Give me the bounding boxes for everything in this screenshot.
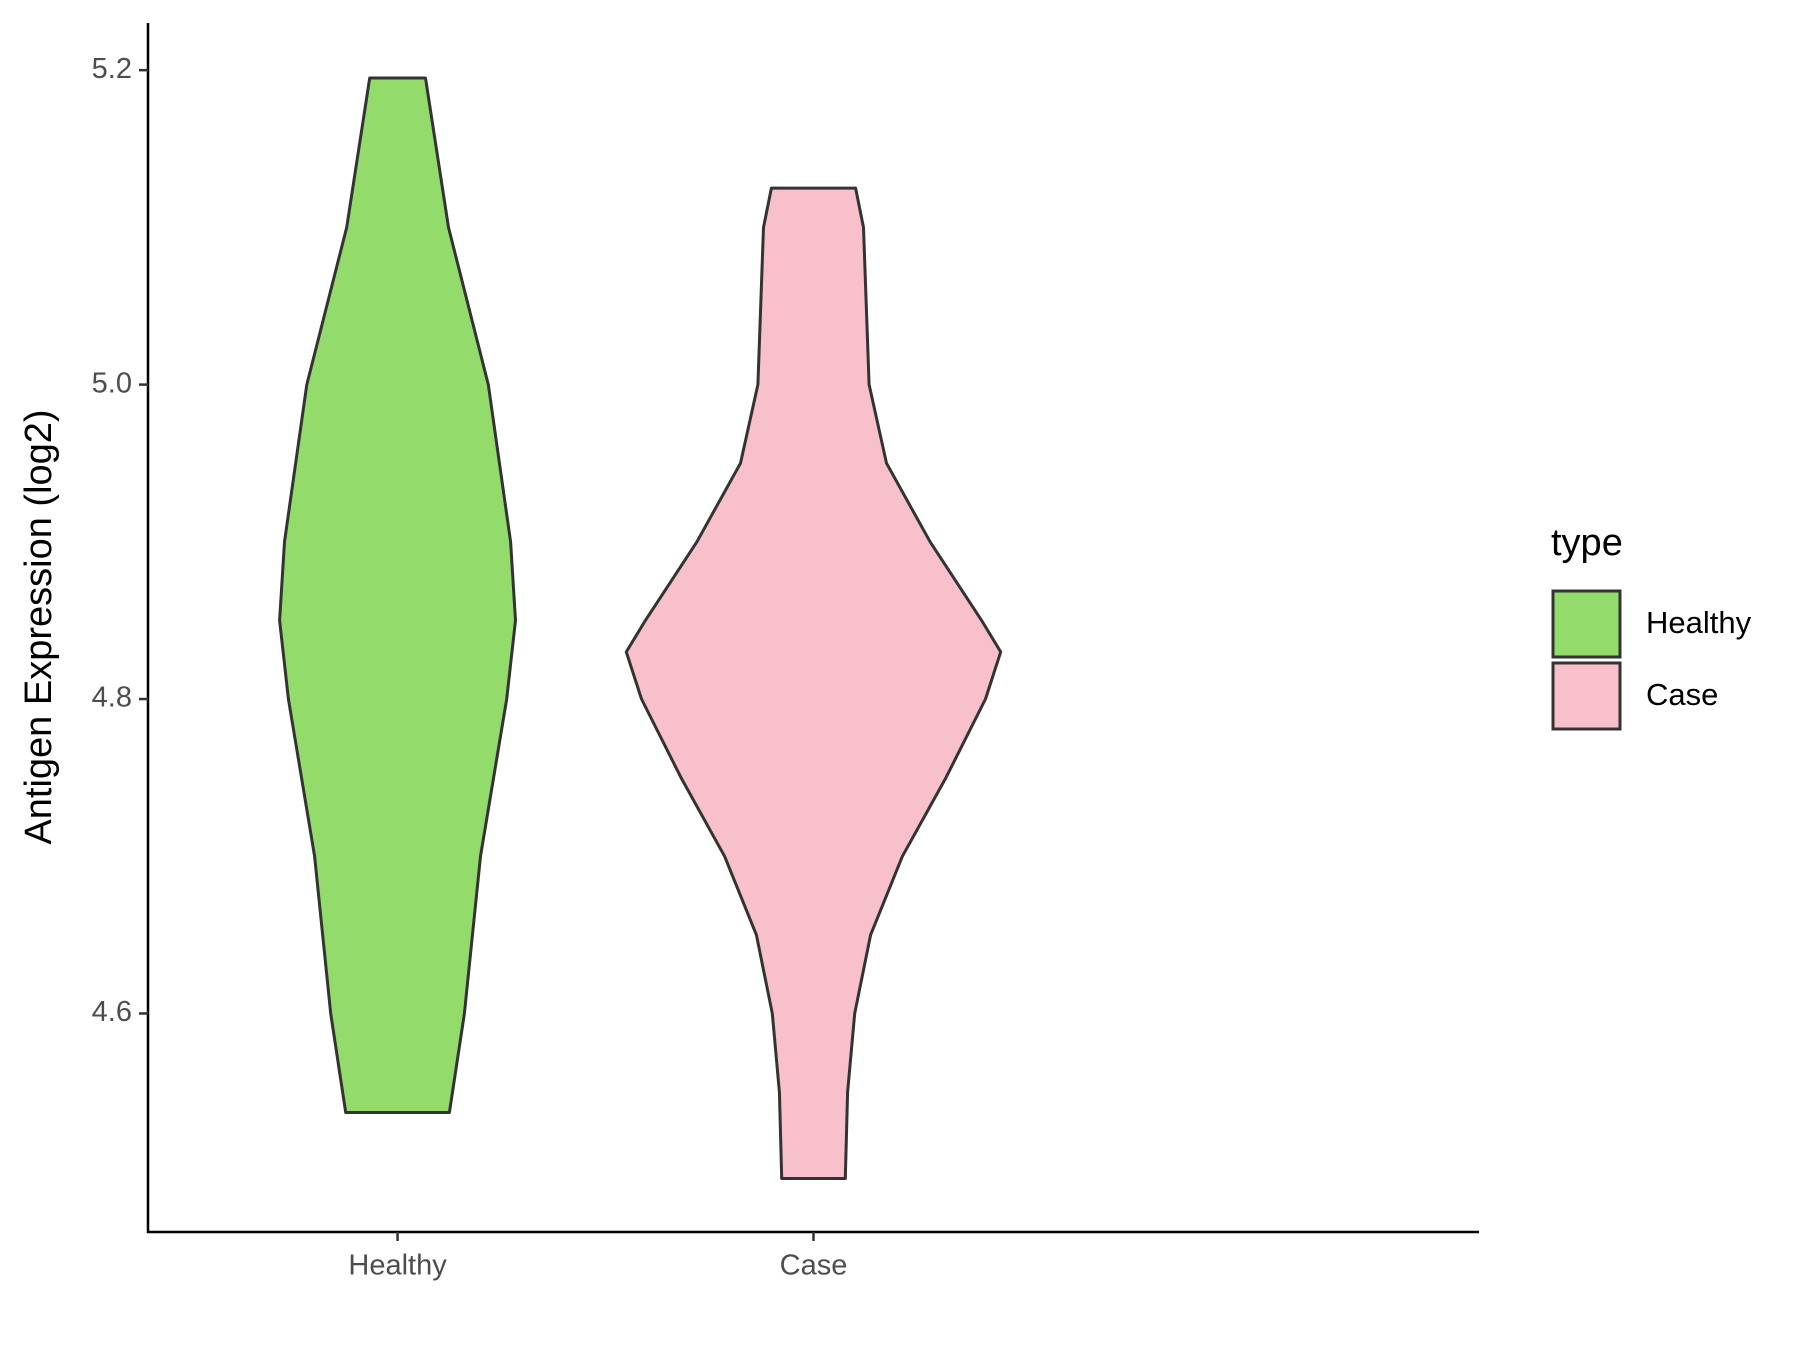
y-tick-label: 4.6 bbox=[92, 996, 132, 1028]
legend-title: type bbox=[1551, 522, 1623, 564]
y-axis-title: Antigen Expression (log2) bbox=[18, 409, 60, 844]
legend-key bbox=[1551, 589, 1622, 659]
x-tick-label: Case bbox=[780, 1250, 848, 1282]
y-tick-label: 5.0 bbox=[92, 367, 132, 399]
legend-key bbox=[1551, 661, 1622, 731]
y-tick-label: 5.2 bbox=[92, 53, 132, 85]
legend-label: Healthy bbox=[1646, 605, 1752, 640]
x-tick-label: Healthy bbox=[348, 1250, 447, 1282]
legend-label: Case bbox=[1646, 677, 1718, 712]
y-tick-label: 4.8 bbox=[92, 682, 132, 714]
violin bbox=[278, 76, 517, 1114]
violin bbox=[624, 186, 1003, 1180]
